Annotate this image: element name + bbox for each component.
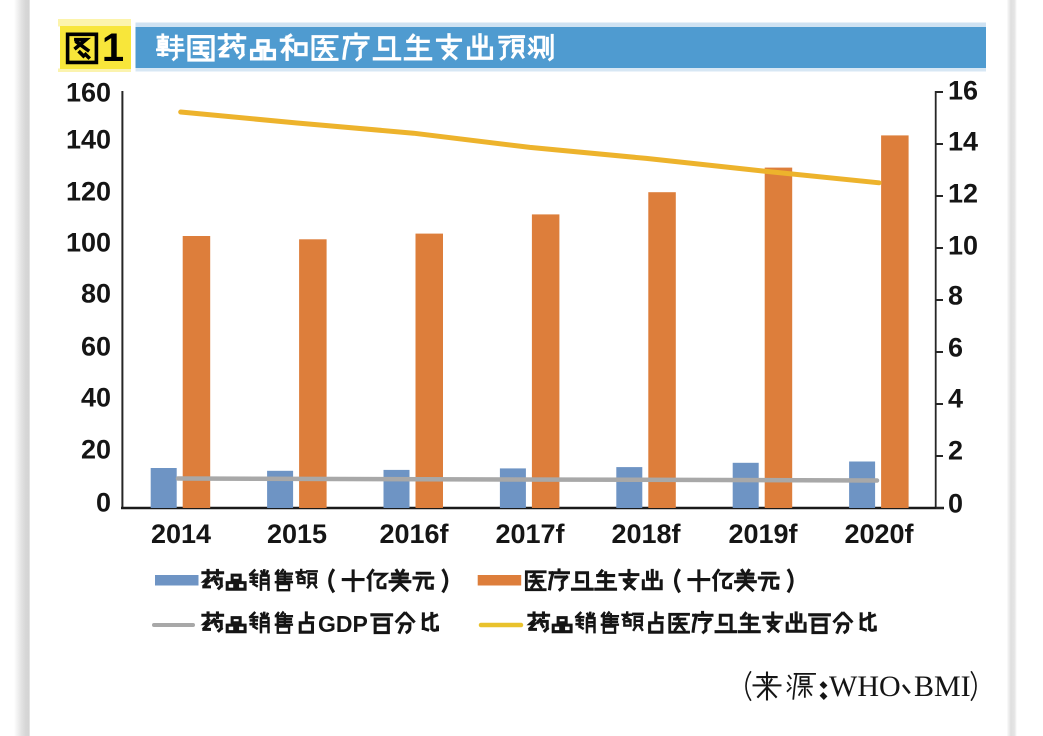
- svg-text:2018f: 2018f: [611, 519, 681, 549]
- svg-text:20: 20: [81, 435, 111, 465]
- svg-text:140: 140: [66, 125, 111, 155]
- svg-text:100: 100: [66, 228, 111, 258]
- svg-text:14: 14: [948, 127, 978, 157]
- svg-text:120: 120: [66, 177, 111, 207]
- svg-text:12: 12: [948, 179, 978, 209]
- svg-text:2020f: 2020f: [844, 519, 914, 549]
- svg-text:10: 10: [948, 231, 978, 261]
- svg-text:2: 2: [948, 436, 963, 466]
- svg-text:2017f: 2017f: [495, 519, 565, 549]
- svg-text:2015: 2015: [267, 519, 327, 549]
- svg-text:0: 0: [948, 489, 963, 519]
- svg-text:4: 4: [948, 384, 963, 414]
- svg-text:0: 0: [96, 488, 111, 518]
- svg-text:40: 40: [81, 383, 111, 413]
- svg-text:2019f: 2019f: [728, 519, 798, 549]
- svg-text:80: 80: [81, 279, 111, 309]
- svg-text:GDP: GDP: [318, 611, 368, 637]
- svg-text:2016f: 2016f: [379, 519, 449, 549]
- svg-text:60: 60: [81, 332, 111, 362]
- svg-text:16: 16: [948, 76, 978, 106]
- svg-text:WHO: WHO: [829, 670, 901, 703]
- svg-text:BMI: BMI: [914, 670, 971, 703]
- svg-text:160: 160: [66, 78, 111, 108]
- svg-text:6: 6: [948, 333, 963, 363]
- svg-text:1: 1: [102, 26, 124, 70]
- svg-text:2014: 2014: [151, 519, 211, 549]
- svg-text:8: 8: [948, 281, 963, 311]
